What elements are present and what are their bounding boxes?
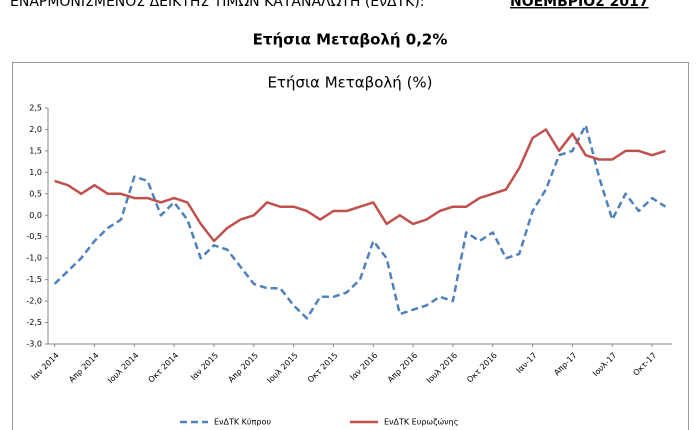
y-tick-label: 2,5	[29, 104, 42, 113]
y-tick-label: 0,5	[29, 189, 42, 198]
header-month: ΝΟΕΜΒΡΙΟΣ 2017	[510, 0, 649, 10]
chart-frame	[12, 62, 689, 430]
header-title: ΕΝΑΡΜΟΝΙΣΜΕΝΟΣ ΔΕΙΚΤΗΣ ΤΙΜΩΝ ΚΑΤΑΝΑΛΩΤΗ …	[10, 0, 424, 10]
y-tick-label: -3,0	[26, 340, 42, 349]
y-tick-label: -2,5	[26, 318, 42, 327]
chart-title: Ετήσια Μεταβολή (%)	[267, 74, 432, 92]
y-tick-label: -1,5	[26, 275, 42, 284]
y-tick-label: 1,0	[29, 168, 42, 177]
legend-label: ΕνΔΤΚ Κύπρου	[214, 417, 271, 427]
series-line	[53, 123, 667, 320]
subtitle: Ετήσια Μεταβολή 0,2%	[253, 31, 448, 49]
y-tick-label: 1,5	[29, 146, 42, 155]
y-tick-label: -2,0	[26, 297, 42, 306]
y-tick-label: 0,0	[29, 211, 42, 220]
legend-label: ΕνΔΤΚ Ευρωζώνης	[384, 417, 458, 427]
y-tick-label: -0,5	[26, 232, 42, 241]
y-tick-label: -1,0	[26, 254, 42, 263]
y-tick-label: 2,0	[29, 125, 42, 134]
series-line	[54, 128, 666, 243]
